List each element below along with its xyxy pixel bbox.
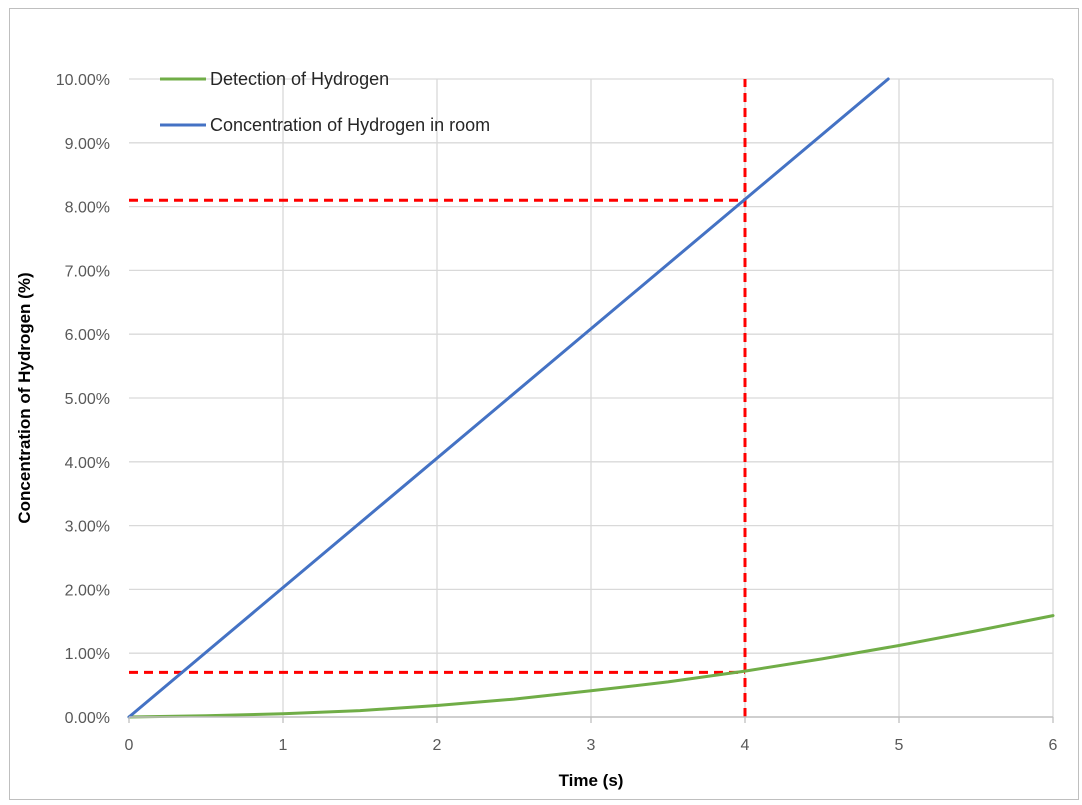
y-tick-label: 4.00%	[65, 455, 110, 472]
y-tick-label: 5.00%	[65, 391, 110, 408]
x-tick-label: 4	[741, 737, 750, 754]
series-line-2	[127, 77, 890, 719]
y-tick-label: 7.00%	[65, 263, 110, 280]
y-tick-label: 0.00%	[65, 710, 110, 727]
x-tick-label: 3	[587, 737, 596, 754]
y-tick-label: 9.00%	[65, 136, 110, 153]
y-tick-label: 10.00%	[56, 72, 110, 89]
series	[127, 77, 1055, 719]
x-tick-label: 1	[279, 737, 288, 754]
x-axis-title: Time (s)	[559, 771, 624, 790]
reference-lines	[129, 79, 747, 717]
legend-label: Concentration of Hydrogen in room	[210, 115, 490, 135]
x-tick-label: 6	[1049, 737, 1058, 754]
legend-label: Detection of Hydrogen	[210, 69, 389, 89]
x-tick-label: 2	[433, 737, 442, 754]
axes: 0.00% 1.00% 2.00% 3.00% 4.00% 5.00% 6.00% 7.00%…	[56, 72, 1058, 754]
x-tick-label: 5	[895, 737, 904, 754]
y-axis-title: Concentration of Hydrogen (%)	[15, 272, 34, 523]
y-tick-label: 2.00%	[65, 582, 110, 599]
y-tick-label: 1.00%	[65, 646, 110, 663]
chart-svg: 0.00% 1.00% 2.00% 3.00% 4.00% 5.00% 6.00% 7.00%…	[15, 69, 1058, 790]
chart-area: 0.00% 1.00% 2.00% 3.00% 4.00% 5.00% 6.00% 7.00%…	[9, 8, 1079, 800]
y-tick-label: 3.00%	[65, 519, 110, 536]
y-tick-label: 8.00%	[65, 200, 110, 217]
y-tick-label: 6.00%	[65, 327, 110, 344]
x-tick-label: 0	[125, 737, 134, 754]
series-line-1	[127, 614, 1055, 719]
grid	[129, 78, 1054, 717]
legend: Detection of Hydrogen Concentration of Hy…	[160, 69, 490, 135]
